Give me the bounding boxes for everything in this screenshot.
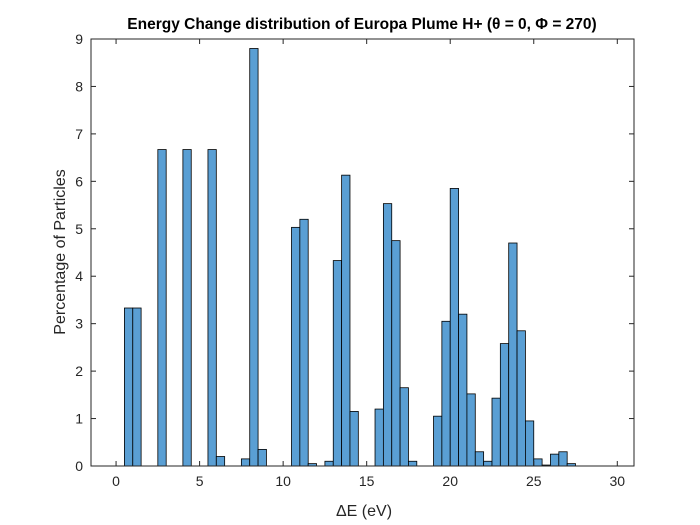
histogram-bar	[399, 387, 409, 467]
y-tick-label: 9	[75, 31, 83, 47]
histogram-bar	[525, 420, 535, 467]
histogram-bar	[508, 242, 518, 467]
histogram-bar	[207, 149, 217, 467]
histogram-bar	[558, 451, 568, 467]
x-tick-label: 30	[610, 473, 626, 489]
y-tick-label: 8	[75, 78, 83, 94]
y-tick-label: 7	[75, 126, 83, 142]
histogram-bar	[324, 460, 334, 467]
histogram-bar	[132, 307, 142, 467]
y-tick-label: 2	[75, 363, 83, 379]
histogram-bar	[516, 330, 526, 467]
histogram-bar	[157, 149, 167, 467]
y-tick-label: 1	[75, 411, 83, 427]
x-tick-label: 5	[196, 473, 204, 489]
histogram-bar	[382, 203, 393, 467]
histogram-bar	[299, 218, 309, 467]
histogram-bar	[483, 460, 493, 467]
histogram-bar	[441, 320, 451, 467]
histogram-bar	[349, 411, 359, 467]
chart-title: Energy Change distribution of Europa Plu…	[127, 16, 596, 33]
x-tick-label: 25	[526, 473, 542, 489]
histogram-bar	[391, 240, 401, 467]
y-tick-label: 6	[75, 173, 83, 189]
histogram-bar	[249, 48, 259, 467]
histogram-bar	[449, 188, 459, 467]
histogram-bar	[341, 174, 351, 467]
x-tick-label: 10	[275, 473, 291, 489]
histogram-bar	[474, 451, 485, 467]
histogram-bar	[332, 260, 343, 467]
histogram-bar	[240, 458, 251, 467]
x-tick-label: 0	[112, 473, 120, 489]
x-tick-label: 15	[359, 473, 375, 489]
x-axis-label: ΔE (eV)	[336, 503, 392, 520]
histogram-bar	[291, 226, 301, 467]
histogram-bar	[215, 456, 226, 467]
histogram-bar	[374, 408, 384, 467]
histogram-bar	[466, 393, 476, 467]
histogram-bar	[550, 453, 560, 467]
y-tick-label: 4	[75, 268, 83, 284]
y-tick-label: 5	[75, 221, 83, 237]
x-tick-label: 20	[442, 473, 458, 489]
y-tick-label: 3	[75, 316, 83, 332]
histogram-bar	[124, 307, 134, 467]
histogram-bar	[257, 448, 267, 467]
histogram-bar	[491, 397, 501, 467]
x-axis-ticks: 0 5 10 15 20 25 30	[112, 39, 625, 489]
histogram-bar	[182, 149, 192, 467]
plot-frame	[90, 38, 635, 467]
y-tick-label: 0	[75, 458, 83, 474]
histogram-bar	[408, 460, 418, 467]
histogram-bar	[458, 313, 468, 467]
histogram-bar	[533, 458, 543, 467]
y-axis-ticks: 0 1 2 3 4 5 6 7 8 9	[75, 31, 634, 474]
histogram-bar	[499, 343, 510, 467]
histogram-bar	[433, 415, 443, 467]
y-axis-label: Percentage of Particles	[52, 169, 69, 334]
bars-group	[124, 48, 576, 467]
